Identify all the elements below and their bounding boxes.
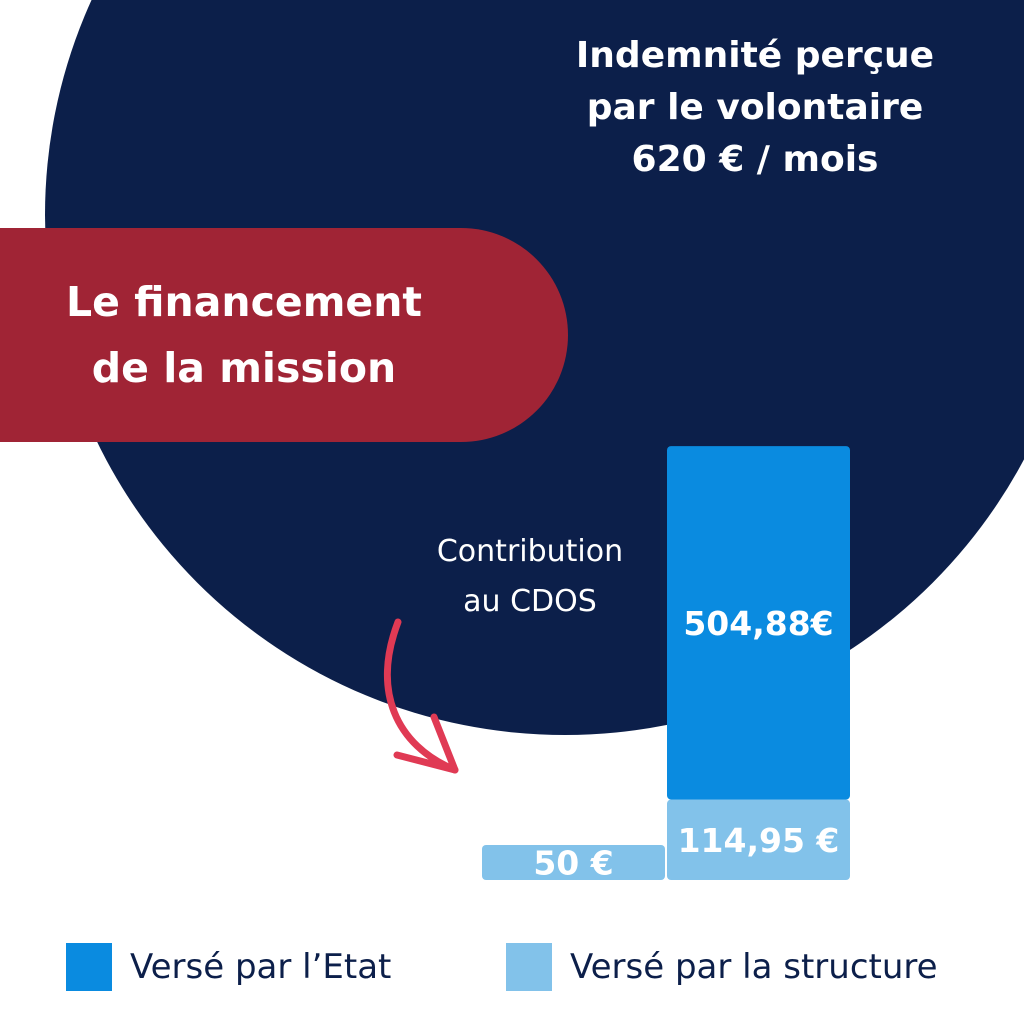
curved-arrow-shaft [383,618,459,774]
indemnity-heading-line1: Indemnité perçue [575,35,935,76]
bar-label-structure-1: 114,95 € [678,821,840,860]
title-banner: Le financement de la mission [0,228,568,442]
title-line1: Le financement [65,278,423,326]
legend-swatch-structure [506,943,552,991]
cdos-annotation: Contribution au CDOS [405,527,655,627]
legend-item-etat: Versé par l’Etat [66,943,391,991]
bar-label-etat-1: 504,88€ [683,604,833,643]
bar-chart: 50 € 114,95 € 504,88€ [482,446,850,883]
indemnity-heading: Indemnité perçue par le volontaire 620 €… [540,30,970,186]
bar-structure-1 [667,799,850,880]
indemnity-heading-line2: par le volontaire [586,87,924,128]
legend-item-structure: Versé par la structure [506,943,938,991]
bar-etat-1 [667,446,850,800]
curved-arrow-head [393,713,459,774]
cdos-annotation-line1: Contribution [436,534,624,569]
bar-structure-0 [482,845,665,880]
curved-arrow-icon [383,618,459,774]
indemnity-heading-line3: 620 € / mois [631,139,879,180]
legend-label-etat: Versé par l’Etat [130,947,392,987]
bar-label-structure-0: 50 € [533,844,613,883]
cdos-annotation-line2: au CDOS [463,584,597,619]
legend-swatch-etat [66,943,112,991]
title-line2: de la mission [91,344,397,392]
legend-label-structure: Versé par la structure [570,947,938,987]
